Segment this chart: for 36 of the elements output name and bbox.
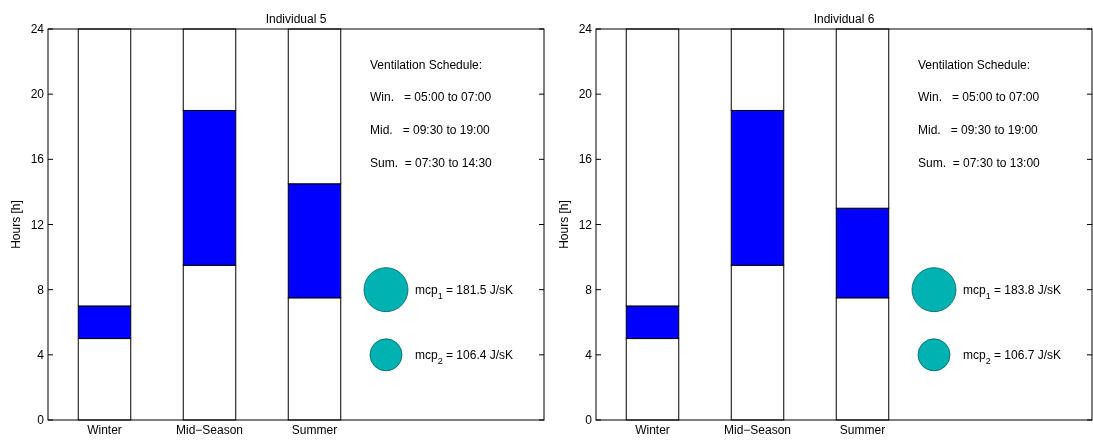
y-axis-title: Hours [h] [557, 200, 571, 249]
y-tick-label: 20 [578, 87, 593, 102]
chart-title: Individual 6 [813, 12, 875, 26]
y-tick-label: 0 [37, 413, 45, 427]
text: mcp$_{1}$ = 181.5 J/sK [415, 282, 514, 301]
y-tick-label: 20 [30, 87, 45, 102]
text: Mid. = 09:30 to 19:00 [370, 123, 491, 138]
y-tick-label: 8 [585, 282, 593, 297]
x-tick-label: Winter [87, 423, 122, 437]
y-tick-label: 24 [30, 22, 45, 36]
y-tick-label: 16 [30, 152, 45, 167]
chart-title: Individual 5 [265, 12, 327, 26]
text: Ventilation Schedule: [370, 57, 483, 72]
text: Win. = 05:00 to 07:00 [370, 90, 492, 105]
y-tick-label: 12 [30, 217, 45, 232]
text: Mid. = 09:30 to 19:00 [918, 123, 1039, 138]
y-tick-label: 24 [578, 22, 593, 36]
text: Sum. = 07:30 to 14:30 [370, 155, 493, 170]
x-tick-label: Mid−Season [175, 423, 244, 437]
y-tick-label: 16 [578, 152, 593, 167]
text: mcp$_{2}$ = 106.4 J/sK [415, 347, 514, 366]
text: Sum. = 07:30 to 13:00 [918, 155, 1041, 170]
y-tick-label: 4 [585, 347, 593, 362]
text: Ventilation Schedule: [918, 57, 1031, 72]
text: mcp$_{2}$ = 106.7 J/sK [963, 347, 1062, 366]
x-tick-label: Winter [635, 423, 670, 437]
x-tick-label: Summer [839, 423, 886, 437]
y-tick-label: 4 [37, 347, 45, 362]
y-tick-label: 0 [585, 413, 593, 427]
y-axis-title: Hours [h] [9, 200, 23, 249]
x-tick-label: Mid−Season [723, 423, 792, 437]
y-tick-label: 8 [37, 282, 45, 297]
text: Win. = 05:00 to 07:00 [918, 90, 1040, 105]
x-tick-label: Summer [291, 423, 338, 437]
y-tick-label: 12 [578, 217, 593, 232]
text: mcp$_{1}$ = 183.8 J/sK [963, 282, 1062, 301]
